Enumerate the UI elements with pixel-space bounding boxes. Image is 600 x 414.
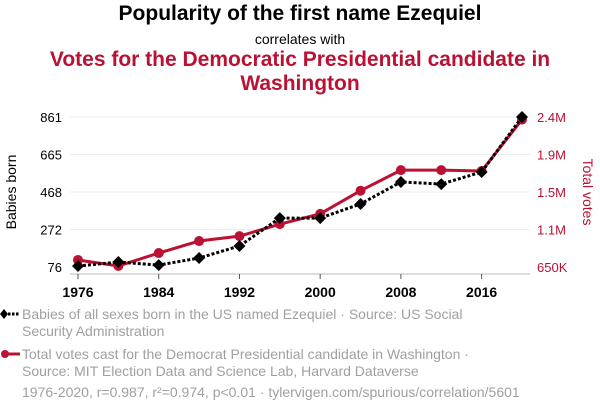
votes-data-point bbox=[73, 254, 83, 265]
babies-data-point bbox=[354, 197, 367, 210]
right-tick-label: 1.1M bbox=[537, 223, 566, 238]
votes-series-line bbox=[77, 118, 524, 268]
chart-title-2: Votes for the Democratic Presidential ca… bbox=[49, 48, 551, 95]
right-tick-label: 1.9M bbox=[537, 148, 566, 163]
legend-label-babies: Babies of all sexes born in the US named… bbox=[22, 306, 463, 339]
left-tick-label: 861 bbox=[40, 110, 62, 125]
babies-data-point bbox=[233, 239, 246, 252]
babies-data-point bbox=[112, 256, 125, 269]
chart-title: Popularity of the first name Ezequiel bbox=[118, 2, 482, 25]
babies-data-point bbox=[475, 166, 488, 179]
left-tick-label: 468 bbox=[40, 185, 62, 200]
footer-stats: 1976-2020, r=0.987, r²=0.974, p<0.01 · t… bbox=[22, 384, 520, 400]
votes-data-point bbox=[194, 236, 205, 247]
chart: 861 2.4M 665 1.9M 468 1.5M 272 1.1M 76 650K 1976 19… bbox=[3, 110, 596, 300]
votes-data-point bbox=[274, 219, 285, 230]
left-tick-label: 76 bbox=[48, 260, 62, 275]
babies-data-point bbox=[314, 212, 327, 225]
babies-data-point bbox=[516, 111, 528, 123]
right-axis-label: Total votes bbox=[580, 159, 596, 226]
x-tick-label: 2008 bbox=[385, 284, 416, 300]
legend-diamond-icon bbox=[0, 309, 20, 319]
legend-label-votes: Total votes cast for the Democrat Presid… bbox=[22, 346, 469, 379]
votes-data-point bbox=[436, 165, 447, 176]
left-tick-label: 272 bbox=[40, 223, 62, 238]
legend-item-babies: Babies of all sexes born in the US named… bbox=[22, 306, 492, 340]
x-tick-label: 1976 bbox=[62, 284, 93, 300]
left-tick-label: 665 bbox=[40, 148, 62, 163]
votes-data-point bbox=[234, 231, 245, 242]
right-tick-label: 1.5M bbox=[537, 185, 566, 200]
left-axis-label: Babies born bbox=[3, 155, 19, 230]
chart-subtitle: correlates with bbox=[254, 31, 346, 47]
babies-data-point bbox=[152, 259, 165, 272]
right-tick-label: 2.4M bbox=[537, 110, 566, 125]
babies-data-point bbox=[193, 252, 206, 265]
right-tick-label: 650K bbox=[537, 260, 568, 275]
x-tick-label: 2000 bbox=[305, 284, 336, 300]
legend-item-votes: Total votes cast for the Democrat Presid… bbox=[22, 346, 492, 380]
babies-data-point bbox=[435, 178, 448, 191]
babies-data-point bbox=[273, 212, 286, 225]
votes-data-point bbox=[153, 248, 164, 259]
x-tick-label: 2016 bbox=[466, 284, 497, 300]
votes-data-point bbox=[395, 165, 406, 176]
votes-data-point bbox=[355, 185, 366, 196]
legend-circle-icon bbox=[1, 350, 20, 358]
babies-data-point bbox=[394, 175, 407, 188]
x-tick-label: 1984 bbox=[143, 284, 174, 300]
x-tick-label: 1992 bbox=[224, 284, 255, 300]
babies-data-point bbox=[72, 260, 84, 273]
